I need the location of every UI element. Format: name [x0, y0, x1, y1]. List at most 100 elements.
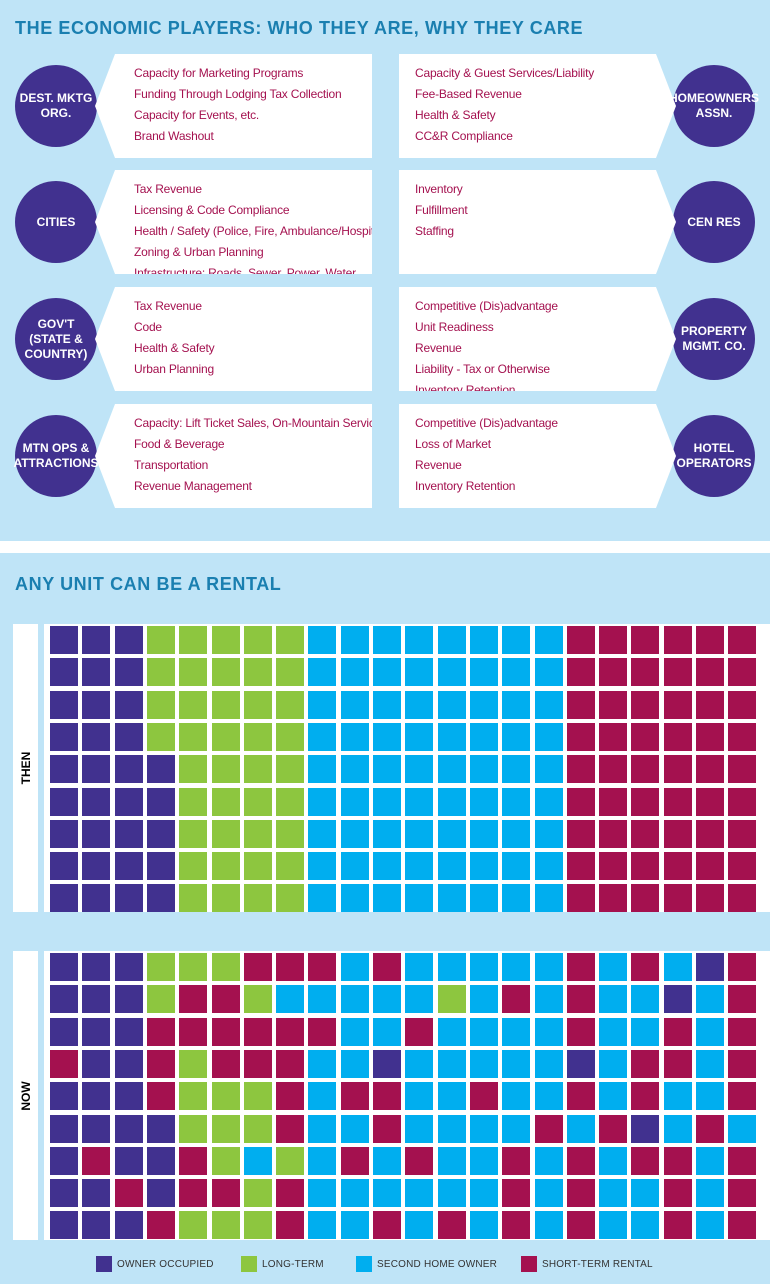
second-home-unit — [599, 953, 628, 981]
second-home-unit — [308, 1211, 337, 1240]
second-home-unit — [373, 722, 401, 751]
second-home-unit — [373, 755, 401, 784]
short-term-rental-unit — [566, 787, 595, 816]
short-term-rental-unit — [696, 658, 724, 687]
second-home-unit — [534, 1049, 563, 1078]
concern-item: Tax Revenue — [134, 182, 202, 196]
second-home-unit — [469, 1114, 498, 1143]
concerns-list: Capacity & Guest Services/Liability Fee-B… — [415, 63, 676, 147]
short-term-rental-unit — [599, 658, 628, 687]
second-home-unit — [437, 884, 466, 913]
short-term-rental-unit — [179, 1179, 208, 1208]
second-home-unit — [405, 1211, 434, 1240]
concerns-panel: Inventory Fulfillment Staffing — [399, 170, 676, 274]
second-home-unit — [308, 1049, 337, 1078]
second-home-unit — [502, 755, 531, 784]
second-home-unit — [696, 1049, 724, 1078]
second-home-unit — [405, 852, 434, 881]
short-term-rental-unit — [405, 1146, 434, 1175]
owner-occupied-unit — [82, 755, 111, 784]
now-unit-grid — [44, 951, 770, 1240]
second-home-unit — [502, 722, 531, 751]
second-home-unit — [469, 884, 498, 913]
second-home-unit — [469, 985, 498, 1014]
short-term-rental-unit — [50, 1049, 78, 1078]
short-term-rental-unit — [663, 1017, 692, 1046]
short-term-rental-unit — [728, 852, 757, 881]
second-home-unit — [340, 852, 369, 881]
owner-occupied-unit — [146, 1179, 175, 1208]
second-home-unit — [243, 1146, 272, 1175]
second-home-unit — [469, 819, 498, 848]
owner-occupied-unit — [82, 658, 111, 687]
short-term-rental-unit — [728, 819, 757, 848]
legend-item: LONG-TERM — [241, 1256, 324, 1272]
second-home-unit — [469, 1146, 498, 1175]
short-term-rental-unit — [663, 1146, 692, 1175]
owner-occupied-unit — [82, 1179, 111, 1208]
short-term-rental-unit — [243, 1049, 272, 1078]
owner-occupied-unit — [146, 787, 175, 816]
short-term-rental-unit — [566, 852, 595, 881]
second-home-unit — [502, 1049, 531, 1078]
short-term-rental-unit — [146, 1211, 175, 1240]
short-term-rental-unit — [340, 1146, 369, 1175]
long-term-unit — [243, 884, 272, 913]
concern-item: Inventory — [415, 182, 463, 196]
owner-occupied-unit — [50, 755, 78, 784]
short-term-rental-unit — [502, 1146, 531, 1175]
second-home-unit — [566, 1114, 595, 1143]
concern-item: Competitive (Dis)advantage — [415, 416, 558, 430]
second-home-unit — [437, 1146, 466, 1175]
concerns-list: Competitive (Dis)advantage Unit Readiness… — [415, 296, 676, 401]
short-term-rental-unit — [663, 755, 692, 784]
concern-item: Revenue — [415, 458, 462, 472]
short-term-rental-unit — [631, 1146, 660, 1175]
short-term-rental-unit — [146, 1017, 175, 1046]
short-term-rental-unit — [566, 884, 595, 913]
second-home-unit — [373, 985, 401, 1014]
owner-occupied-unit — [82, 852, 111, 881]
second-home-unit — [534, 1211, 563, 1240]
concern-item: Food & Beverage — [134, 437, 225, 451]
second-home-unit — [502, 1017, 531, 1046]
player-name: CITIES — [36, 214, 76, 229]
second-home-unit — [308, 1179, 337, 1208]
short-term-rental-unit — [373, 1114, 401, 1143]
second-home-unit — [469, 953, 498, 981]
second-home-unit — [373, 658, 401, 687]
then-label-box: THEN — [13, 624, 38, 912]
player-badge: HOMEOWNERS ASSN. — [669, 65, 759, 147]
owner-occupied-unit — [114, 1049, 143, 1078]
second-home-unit — [437, 1017, 466, 1046]
second-home-unit — [437, 953, 466, 981]
short-term-rental-unit — [179, 985, 208, 1014]
owner-occupied-unit — [50, 1082, 78, 1111]
concerns-list: Tax Revenue Code Health & Safety Urban Plan… — [134, 296, 372, 380]
owner-occupied-unit — [50, 626, 78, 654]
second-home-unit — [340, 722, 369, 751]
short-term-rental-unit — [566, 626, 595, 654]
second-home-unit — [696, 1017, 724, 1046]
long-term-unit — [276, 755, 305, 784]
short-term-rental-unit — [146, 1049, 175, 1078]
second-home-unit — [340, 1179, 369, 1208]
short-term-rental-unit — [566, 1146, 595, 1175]
second-home-unit — [308, 626, 337, 654]
short-term-rental-unit — [663, 1211, 692, 1240]
short-term-rental-unit — [566, 953, 595, 981]
long-term-unit — [179, 658, 208, 687]
owner-occupied-unit — [114, 884, 143, 913]
short-term-rental-unit — [276, 953, 305, 981]
short-term-rental-unit — [146, 1082, 175, 1111]
owner-occupied-unit — [82, 722, 111, 751]
second-home-unit — [502, 819, 531, 848]
owner-occupied-unit — [50, 1017, 78, 1046]
second-home-unit — [469, 658, 498, 687]
now-label: NOW — [18, 1080, 33, 1111]
short-term-rental-unit — [566, 1211, 595, 1240]
short-term-rental-unit — [276, 1017, 305, 1046]
owner-occupied-unit — [114, 953, 143, 981]
short-term-rental-unit — [663, 884, 692, 913]
short-term-rental-unit — [211, 985, 240, 1014]
